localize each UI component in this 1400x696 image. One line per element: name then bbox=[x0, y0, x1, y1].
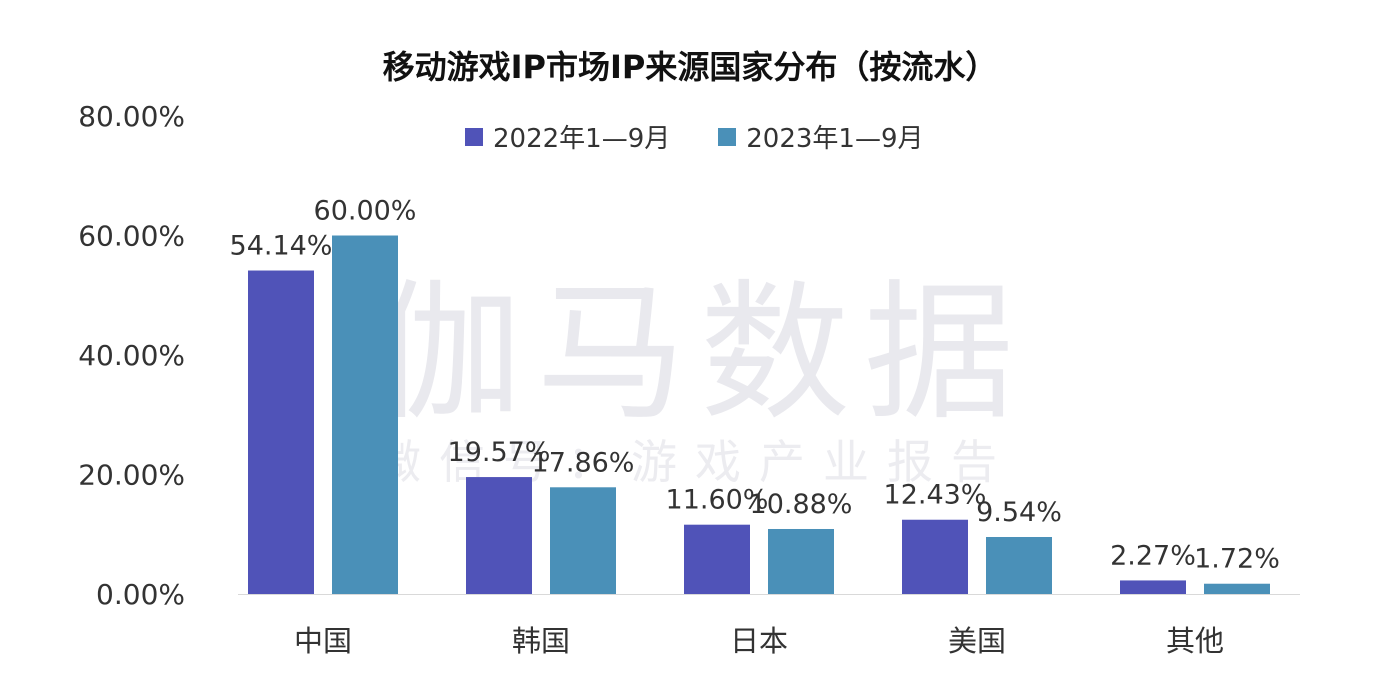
y-tick-label: 0.00% bbox=[96, 578, 185, 611]
bar-2022-0[interactable] bbox=[248, 270, 314, 594]
legend: 2022年1—9月 2023年1—9月 bbox=[465, 118, 924, 155]
bar-2022-4[interactable] bbox=[1120, 580, 1186, 594]
legend-swatch-2022 bbox=[465, 127, 483, 146]
data-label: 11.60% bbox=[666, 485, 769, 516]
bar-2023-0[interactable] bbox=[332, 235, 398, 595]
bars bbox=[248, 235, 1270, 595]
x-tick-label: 日本 bbox=[730, 624, 788, 658]
watermark-main: 伽马数据 bbox=[372, 267, 1028, 441]
bar-2022-3[interactable] bbox=[902, 519, 968, 594]
legend-label-2023: 2023年1—9月 bbox=[746, 124, 924, 154]
bar-2022-2[interactable] bbox=[684, 524, 750, 594]
y-tick-label: 80.00% bbox=[78, 100, 185, 133]
data-label: 2.27% bbox=[1110, 540, 1196, 571]
bar-2023-1[interactable] bbox=[550, 487, 616, 594]
bar-2022-1[interactable] bbox=[466, 477, 532, 594]
data-labels: 54.14% 60.00% 19.57%17.86% 11.60%10.88% 12.4… bbox=[230, 196, 1280, 575]
data-label: 60.00% bbox=[314, 196, 417, 227]
x-tick-label: 韩国 bbox=[512, 624, 570, 658]
y-axis: 0.00% 20.00% 40.00% 60.00% 80.00% bbox=[78, 100, 185, 611]
y-tick-label: 60.00% bbox=[78, 220, 185, 253]
data-label: 9.54% bbox=[976, 497, 1062, 528]
x-tick-label: 其他 bbox=[1166, 624, 1224, 658]
x-tick-label: 美国 bbox=[948, 624, 1006, 658]
legend-item-2023[interactable]: 2023年1—9月 bbox=[718, 118, 924, 155]
chart-title: 移动游戏IP市场IP来源国家分布（按流水） bbox=[382, 48, 998, 86]
data-label: 1.72% bbox=[1194, 544, 1280, 575]
data-label: 10.88% bbox=[750, 489, 853, 520]
data-label: 54.14% bbox=[230, 231, 333, 262]
legend-label-2022: 2022年1—9月 bbox=[493, 124, 671, 154]
x-tick-label: 中国 bbox=[294, 624, 352, 658]
y-tick-label: 20.00% bbox=[78, 459, 185, 492]
bar-2023-3[interactable] bbox=[986, 536, 1052, 594]
bar-2023-4[interactable] bbox=[1204, 583, 1270, 594]
data-label: 17.86% bbox=[532, 447, 635, 478]
y-tick-label: 40.00% bbox=[78, 339, 185, 372]
legend-item-2022[interactable]: 2022年1—9月 bbox=[465, 118, 670, 155]
x-axis: 中国 韩国 日本 美国 其他 bbox=[238, 594, 1300, 658]
legend-swatch-2023 bbox=[718, 127, 737, 146]
bar-2023-2[interactable] bbox=[768, 528, 834, 594]
data-label: 12.43% bbox=[884, 480, 987, 511]
data-label: 19.57% bbox=[448, 437, 551, 468]
